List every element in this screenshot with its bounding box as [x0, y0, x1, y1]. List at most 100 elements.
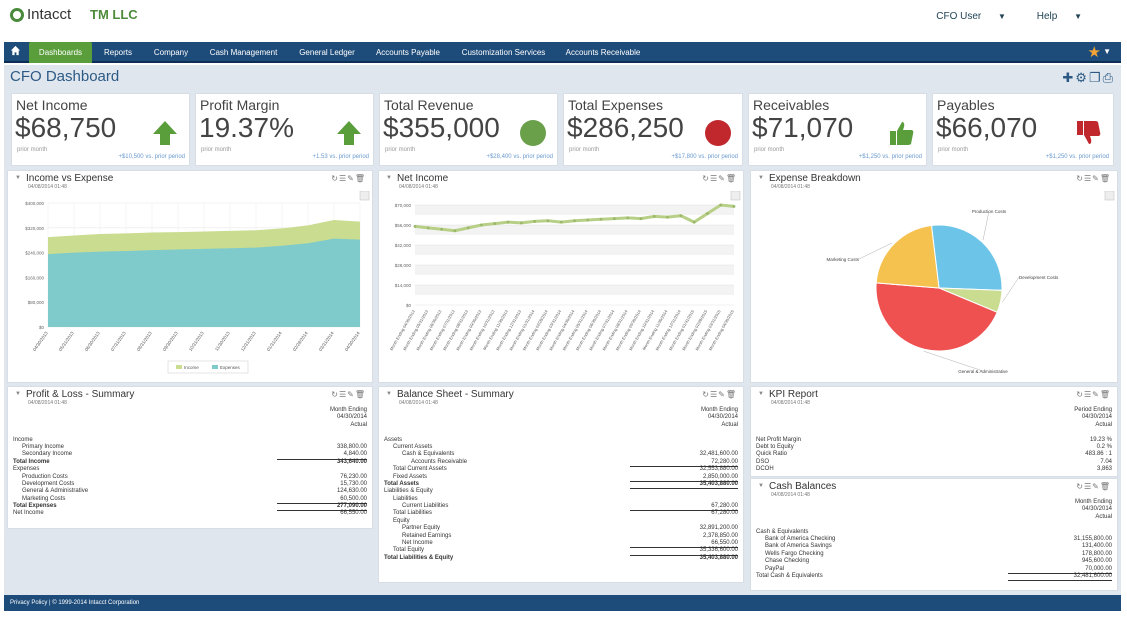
collapse-icon[interactable]: ▼	[758, 175, 764, 181]
edit-icon[interactable]: ✎	[718, 174, 726, 183]
add-icon[interactable]: ✚	[1062, 70, 1076, 85]
table-header-row: 04/30/2014	[384, 414, 738, 421]
list-icon[interactable]: ☰	[338, 174, 348, 183]
row-value: 19.23 %	[1089, 436, 1112, 443]
kpi-card-total-expenses[interactable]: Total Expenses $286,250 prior month +$17…	[563, 93, 743, 166]
trash-icon[interactable]: 🗑	[354, 390, 366, 399]
row-label: Bank of America Savings	[765, 543, 832, 550]
edit-icon[interactable]: ✎	[1092, 482, 1100, 491]
y-tick-label: $160,000	[25, 275, 44, 280]
row-value: 32,481,600.00	[1008, 573, 1112, 582]
trash-icon[interactable]: 🗑	[1099, 174, 1111, 183]
kpi-card-receivables[interactable]: Receivables $71,070 prior month +$1,250 …	[748, 93, 927, 166]
edit-icon[interactable]: ✎	[347, 174, 355, 183]
copy-icon[interactable]: ❐	[1088, 70, 1103, 85]
panel-toolbar: ↻☰✎🗑	[702, 390, 737, 399]
data-point	[559, 220, 563, 224]
list-icon[interactable]: ☰	[709, 390, 719, 399]
nav-cash-management[interactable]: Cash Management	[209, 48, 278, 57]
collapse-icon[interactable]: ▼	[386, 391, 392, 397]
nav-reports[interactable]: Reports	[103, 48, 132, 57]
table-header-row: Month Ending	[13, 407, 367, 414]
help-menu-label: Help	[1036, 11, 1058, 22]
nav-dashboards[interactable]: Dashboards	[29, 42, 92, 63]
x-tick-label: 01/31/2014	[266, 330, 283, 352]
band	[415, 205, 734, 215]
kpi-sub: prior month	[569, 147, 600, 153]
row-value: 67,280.00	[711, 510, 738, 517]
trash-icon[interactable]: 🗑	[1099, 390, 1111, 399]
kpi-card-net-income[interactable]: Net Income $68,750 prior month +$10,500 …	[11, 93, 190, 166]
footer[interactable]: Privacy Policy | © 1999-2014 Intacct Cor…	[4, 595, 1121, 611]
list-icon[interactable]: ☰	[338, 390, 348, 399]
refresh-icon[interactable]: ↻	[1076, 390, 1084, 399]
kpi-sub: prior month	[754, 147, 785, 153]
x-tick-label: 06/30/2013	[84, 330, 101, 352]
favorites-star-icon[interactable]: ★	[1087, 44, 1101, 61]
user-menu[interactable]: CFO User ▼	[922, 11, 1006, 22]
panel-toolbar: ↻☰✎🗑	[702, 174, 737, 183]
nav-accounts-payable[interactable]: Accounts Payable	[375, 48, 441, 57]
kpi-card-profit-margin[interactable]: Profit Margin 19.37% prior month +1.53 v…	[195, 93, 374, 166]
kpi-card-payables[interactable]: Payables $66,070 prior month +$1,250 vs.…	[932, 93, 1114, 166]
nav-company[interactable]: Company	[153, 48, 189, 57]
logo-mark-icon	[10, 7, 24, 22]
collapse-icon[interactable]: ▼	[15, 175, 21, 181]
help-menu[interactable]: Help ▼	[1023, 11, 1082, 22]
edit-icon[interactable]: ✎	[1092, 390, 1100, 399]
kpi-title: Profit Margin	[200, 97, 280, 113]
data-point	[666, 215, 669, 219]
x-tick-label: 10/31/2013	[188, 330, 205, 352]
nav-customization-services[interactable]: Customization Services	[461, 48, 546, 57]
pie-label: Development Costs	[1019, 275, 1059, 280]
refresh-icon[interactable]: ↻	[331, 390, 339, 399]
panel-header: ▼ Income vs Expense 04/08/2014 01:48 ↻☰✎…	[8, 171, 372, 191]
list-icon[interactable]: ☰	[709, 174, 719, 183]
collapse-icon[interactable]: ▼	[758, 483, 764, 489]
list-icon[interactable]: ☰	[1083, 482, 1093, 491]
logo-text: Intacct	[27, 6, 72, 23]
print-icon[interactable]: ⎙	[1102, 70, 1115, 85]
table-row: Total Liabilities 67,280.00	[384, 510, 738, 517]
trash-icon[interactable]: 🗑	[725, 390, 737, 399]
row-label: Wells Fargo Checking	[765, 550, 824, 557]
edit-icon[interactable]: ✎	[718, 390, 726, 399]
row-label: Development Costs	[22, 480, 75, 487]
trash-icon[interactable]: 🗑	[1099, 482, 1111, 491]
dashboard-content: CFO Dashboard ✚⚙❐⎙ Net Income $68,750 pr…	[4, 65, 1121, 595]
column-header: 04/30/2014	[336, 414, 367, 421]
trash-icon[interactable]: 🗑	[354, 174, 366, 183]
expense-breakdown-chart: Production Costs Development Costs General…	[826, 191, 1115, 374]
home-icon[interactable]	[10, 45, 21, 56]
chevron-down-icon[interactable]: ▼	[1103, 47, 1111, 56]
column-header: Month Ending	[700, 407, 738, 413]
refresh-icon[interactable]: ↻	[1076, 174, 1084, 183]
refresh-icon[interactable]: ↻	[331, 174, 339, 183]
table-row: Total Cash & Equivalents 32,481,600.00	[756, 573, 1112, 582]
trash-icon[interactable]: 🗑	[725, 174, 737, 183]
legend-swatch	[176, 365, 182, 369]
column-header: Month Ending	[329, 407, 367, 413]
nav-accounts-receivable[interactable]: Accounts Receivable	[565, 48, 641, 57]
panel-date: 04/08/2014 01:48	[771, 400, 810, 406]
collapse-icon[interactable]: ▼	[386, 175, 392, 181]
list-icon[interactable]: ☰	[1083, 174, 1093, 183]
refresh-icon[interactable]: ↻	[702, 174, 710, 183]
table-header-row: Period Ending	[756, 407, 1112, 414]
nav-general-ledger[interactable]: General Ledger	[299, 48, 355, 57]
kpi-card-total-revenue[interactable]: Total Revenue $355,000 prior month +$28,…	[379, 93, 558, 166]
collapse-icon[interactable]: ▼	[758, 391, 764, 397]
table-row: Assets	[384, 437, 738, 444]
refresh-icon[interactable]: ↻	[1076, 482, 1084, 491]
edit-icon[interactable]: ✎	[347, 390, 355, 399]
row-label: Total Expenses	[13, 503, 57, 510]
data-point	[679, 214, 683, 218]
intacct-logo[interactable]: Intacct	[10, 6, 71, 23]
refresh-icon[interactable]: ↻	[702, 390, 710, 399]
gear-icon[interactable]: ⚙	[1075, 70, 1089, 85]
edit-icon[interactable]: ✎	[1092, 174, 1100, 183]
collapse-icon[interactable]: ▼	[15, 391, 21, 397]
list-icon[interactable]: ☰	[1083, 390, 1093, 399]
data-point	[692, 220, 696, 224]
row-value: 31,155,800.00	[1073, 535, 1112, 542]
